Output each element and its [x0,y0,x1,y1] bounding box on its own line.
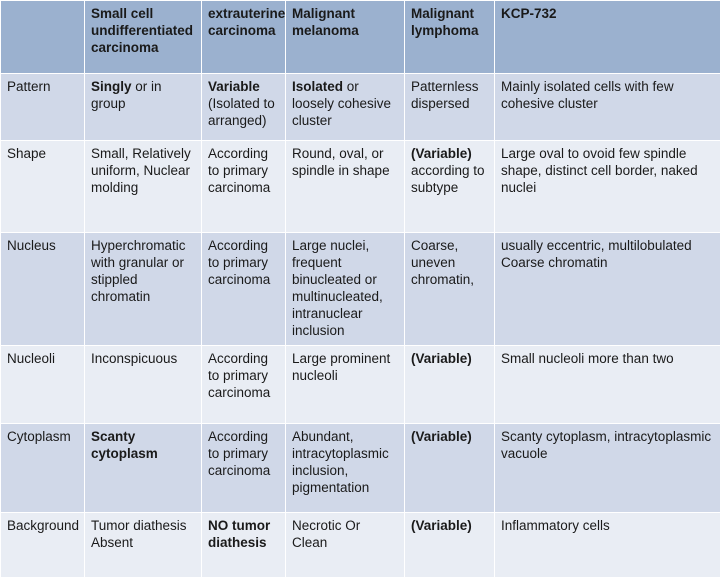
row-label: Nucleoli [1,346,85,424]
table-row: Shape Small, Relatively uniform, Nuclear… [1,141,720,233]
cell-kcp732: Mainly isolated cells with few cohesive … [495,74,720,141]
cell-melanoma: Large prominent nucleoli [286,346,405,424]
cell-lymphoma: (Variable) according to subtype [405,141,495,233]
cell-small-cell: Inconspicuous [85,346,202,424]
row-label: Background [1,513,85,578]
cell-small-cell: Tumor diathesis Absent [85,513,202,578]
cell-kcp732: Scanty cytoplasm, intracytoplasmic vacuo… [495,424,720,513]
cell-extrauterine: NO tumor diathesis [202,513,286,578]
row-label: Shape [1,141,85,233]
row-label: Cytoplasm [1,424,85,513]
cell-kcp732: Large oval to ovoid few spindle shape, d… [495,141,720,233]
header-kcp732: KCP-732 [495,1,720,74]
cell-melanoma: Large nuclei, frequent binucleated or mu… [286,233,405,346]
row-label: Nucleus [1,233,85,346]
header-melanoma: Malignant melanoma [286,1,405,74]
table-row: Pattern Singly or in group Variable (Iso… [1,74,720,141]
cell-kcp732: Small nucleoli more than two [495,346,720,424]
cell-melanoma: Round, oval, or spindle in shape [286,141,405,233]
table-row: Background Tumor diathesis Absent NO tum… [1,513,720,578]
header-extrauterine: extrauterine carcinoma [202,1,286,74]
cell-small-cell: Hyperchromatic with granular or stippled… [85,233,202,346]
cell-melanoma: Abundant, intracytoplasmic inclusion, pi… [286,424,405,513]
cell-lymphoma: Coarse, uneven chromatin, [405,233,495,346]
row-label: Pattern [1,74,85,141]
table-row: Nucleoli Inconspicuous According to prim… [1,346,720,424]
table-row: Cytoplasm Scanty cytoplasm According to … [1,424,720,513]
header-small-cell: Small cell undifferentiated carcinoma [85,1,202,74]
header-row: Small cell undifferentiated carcinoma ex… [1,1,720,74]
header-corner-cell [1,1,85,74]
cell-lymphoma: (Variable) [405,424,495,513]
cell-melanoma: Isolated or loosely cohesive cluster [286,74,405,141]
cell-kcp732: usually eccentric, multilobulated Coarse… [495,233,720,346]
table-row: Nucleus Hyperchromatic with granular or … [1,233,720,346]
cell-extrauterine: According to primary carcinoma [202,141,286,233]
cell-lymphoma: (Variable) [405,513,495,578]
cell-extrauterine: According to primary carcinoma [202,346,286,424]
cell-small-cell: Singly or in group [85,74,202,141]
cell-lymphoma: (Variable) [405,346,495,424]
cell-lymphoma: Patternless dispersed [405,74,495,141]
cell-small-cell: Scanty cytoplasm [85,424,202,513]
header-lymphoma: Malignant lymphoma [405,1,495,74]
cell-kcp732: Inflammatory cells [495,513,720,578]
cell-extrauterine: Variable (Isolated to arranged) [202,74,286,141]
cell-small-cell: Small, Relatively uniform, Nuclear moldi… [85,141,202,233]
cell-extrauterine: According to primary carcinoma [202,424,286,513]
cell-melanoma: Necrotic Or Clean [286,513,405,578]
cell-extrauterine: According to primary carcinoma [202,233,286,346]
